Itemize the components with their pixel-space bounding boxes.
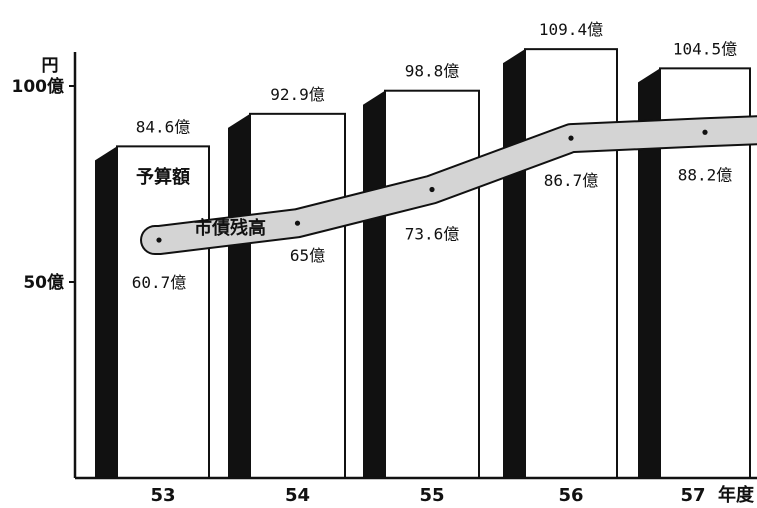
x-tick-label-56: 56 (558, 485, 583, 506)
bar-value-label-54: 92.9億 (270, 85, 325, 104)
debt-value-label-55: 73.6億 (405, 224, 460, 243)
debt-value-label-56: 86.7億 (544, 171, 599, 190)
line-series-label: 市債残高 (194, 217, 266, 239)
bar-56 (524, 48, 618, 479)
bar-value-label-53: 84.6億 (136, 117, 191, 136)
bar-series-label: 予算額 (136, 166, 190, 188)
labels-layer: 84.6億 92.9億 98.8億 109.4億 104.5億 60.7億 65億 73.6億… (132, 20, 737, 292)
bars-layer (95, 48, 751, 480)
debt-value-label-57: 88.2億 (678, 165, 733, 184)
x-tick-label-55: 55 (419, 485, 444, 506)
bar-side-56 (503, 49, 525, 478)
debt-point-55 (429, 186, 435, 193)
y-tick-label-100: 100億 (12, 76, 65, 97)
y-tick-label-50: 50億 (23, 272, 64, 293)
axis-layer: 円 100億 50億 53 54 55 56 57 年度 (12, 52, 757, 506)
debt-point-54 (294, 220, 301, 226)
bar-value-label-57: 104.5億 (673, 39, 737, 58)
bar-side-53 (95, 146, 117, 479)
debt-point-57 (702, 129, 708, 135)
bar-54 (249, 112, 346, 479)
x-tick-label-57: 57 (680, 485, 705, 506)
debt-value-label-54: 65億 (290, 246, 325, 265)
line-band-layer (140, 115, 757, 256)
debt-value-label-53: 60.7億 (132, 273, 187, 292)
bar-side-55 (363, 90, 385, 478)
bar-value-label-55: 98.8億 (405, 62, 460, 81)
debt-point-53 (156, 237, 162, 243)
y-axis-label: 円 (42, 56, 59, 76)
x-axis-label: 年度 (718, 484, 755, 506)
bar-side-57 (638, 68, 660, 479)
bar-side-54 (228, 113, 250, 478)
x-tick-label-54: 54 (285, 485, 310, 506)
debt-point-56 (568, 135, 574, 141)
x-tick-label-53: 53 (150, 485, 175, 506)
bar-55 (384, 89, 480, 479)
bar-value-label-56: 109.4億 (539, 20, 603, 39)
bar-53 (116, 145, 210, 479)
